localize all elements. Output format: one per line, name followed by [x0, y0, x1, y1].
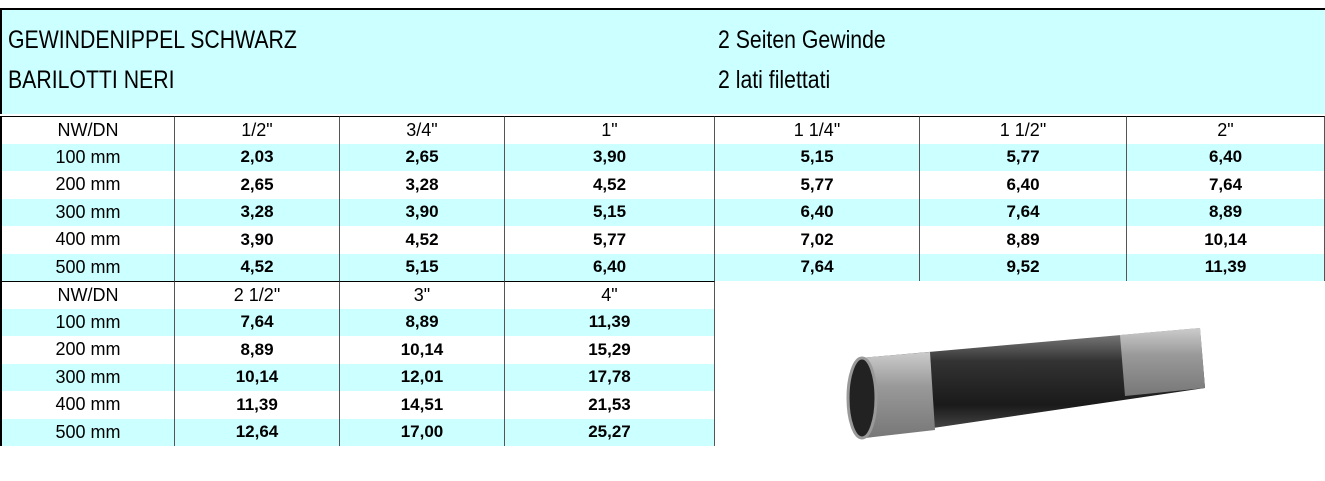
price-cell: 5,77 — [505, 226, 715, 254]
price-cell: 3,28 — [340, 171, 505, 199]
row-header: 100 mm — [0, 309, 175, 337]
price-cell: 17,78 — [505, 364, 715, 392]
price-cell: 8,89 — [920, 226, 1127, 254]
price-cell: 14,51 — [340, 391, 505, 419]
column-header: 2 1/2" — [175, 281, 340, 309]
price-cell: 5,15 — [505, 199, 715, 227]
price-cell: 4,52 — [175, 254, 340, 282]
column-header: 4" — [505, 281, 715, 309]
price-cell: 8,89 — [1127, 199, 1325, 227]
column-header: 3/4" — [340, 116, 505, 144]
subtitle: 2 lati filettati — [718, 66, 830, 95]
price-cell: 11,39 — [505, 309, 715, 337]
price-cell: 7,64 — [715, 254, 920, 282]
price-cell: 12,64 — [175, 419, 340, 447]
column-header: 3" — [340, 281, 505, 309]
price-cell: 4,52 — [340, 226, 505, 254]
price-cell: 9,52 — [920, 254, 1127, 282]
row-header: 400 mm — [0, 391, 175, 419]
row-header: 500 mm — [0, 254, 175, 282]
price-cell: 6,40 — [920, 171, 1127, 199]
row-header: 500 mm — [0, 419, 175, 447]
price-cell: 2,65 — [340, 144, 505, 172]
price-cell: 2,65 — [175, 171, 340, 199]
price-cell: 5,15 — [715, 144, 920, 172]
price-cell: 6,40 — [505, 254, 715, 282]
price-cell: 8,89 — [175, 336, 340, 364]
row-header: 100 mm — [0, 144, 175, 172]
price-cell: 2,03 — [175, 144, 340, 172]
column-header: 1 1/2" — [920, 116, 1127, 144]
price-cell: 7,64 — [920, 199, 1127, 227]
price-cell: 5,15 — [340, 254, 505, 282]
row-header: 400 mm — [0, 226, 175, 254]
price-cell: 25,27 — [505, 419, 715, 447]
row-header: 200 mm — [0, 336, 175, 364]
price-cell: 21,53 — [505, 391, 715, 419]
price-cell: 10,14 — [175, 364, 340, 392]
price-cell: 3,90 — [175, 226, 340, 254]
pipe-image — [820, 318, 1240, 478]
price-cell: 11,39 — [1127, 254, 1325, 282]
price-cell: 6,40 — [1127, 144, 1325, 172]
column-header: 2" — [1127, 116, 1325, 144]
column-header: 1 1/4" — [715, 116, 920, 144]
price-cell: 5,77 — [920, 144, 1127, 172]
page: GEWINDENIPPEL SCHWARZ BARILOTTI NERI 2 S… — [0, 0, 1325, 481]
price-cell: 17,00 — [340, 419, 505, 447]
column-header: NW/DN — [0, 116, 175, 144]
price-cell: 7,64 — [175, 309, 340, 337]
price-cell: 7,64 — [1127, 171, 1325, 199]
price-cell: 7,02 — [715, 226, 920, 254]
price-cell: 12,01 — [340, 364, 505, 392]
subtitle: 2 Seiten Gewinde — [718, 26, 886, 55]
price-cell: 3,90 — [505, 144, 715, 172]
price-cell: 5,77 — [715, 171, 920, 199]
title-band — [0, 8, 1325, 114]
price-cell: 10,14 — [340, 336, 505, 364]
row-header: 300 mm — [0, 364, 175, 392]
column-header: 1" — [505, 116, 715, 144]
price-cell: 15,29 — [505, 336, 715, 364]
price-cell: 3,28 — [175, 199, 340, 227]
row-header: 200 mm — [0, 171, 175, 199]
title: GEWINDENIPPEL SCHWARZ — [8, 26, 297, 55]
price-cell: 8,89 — [340, 309, 505, 337]
price-cell: 4,52 — [505, 171, 715, 199]
price-cell: 10,14 — [1127, 226, 1325, 254]
price-cell: 6,40 — [715, 199, 920, 227]
price-cell: 3,90 — [340, 199, 505, 227]
row-header: 300 mm — [0, 199, 175, 227]
price-cell: 11,39 — [175, 391, 340, 419]
column-header: 1/2" — [175, 116, 340, 144]
column-header: NW/DN — [0, 281, 175, 309]
title: BARILOTTI NERI — [8, 66, 174, 95]
